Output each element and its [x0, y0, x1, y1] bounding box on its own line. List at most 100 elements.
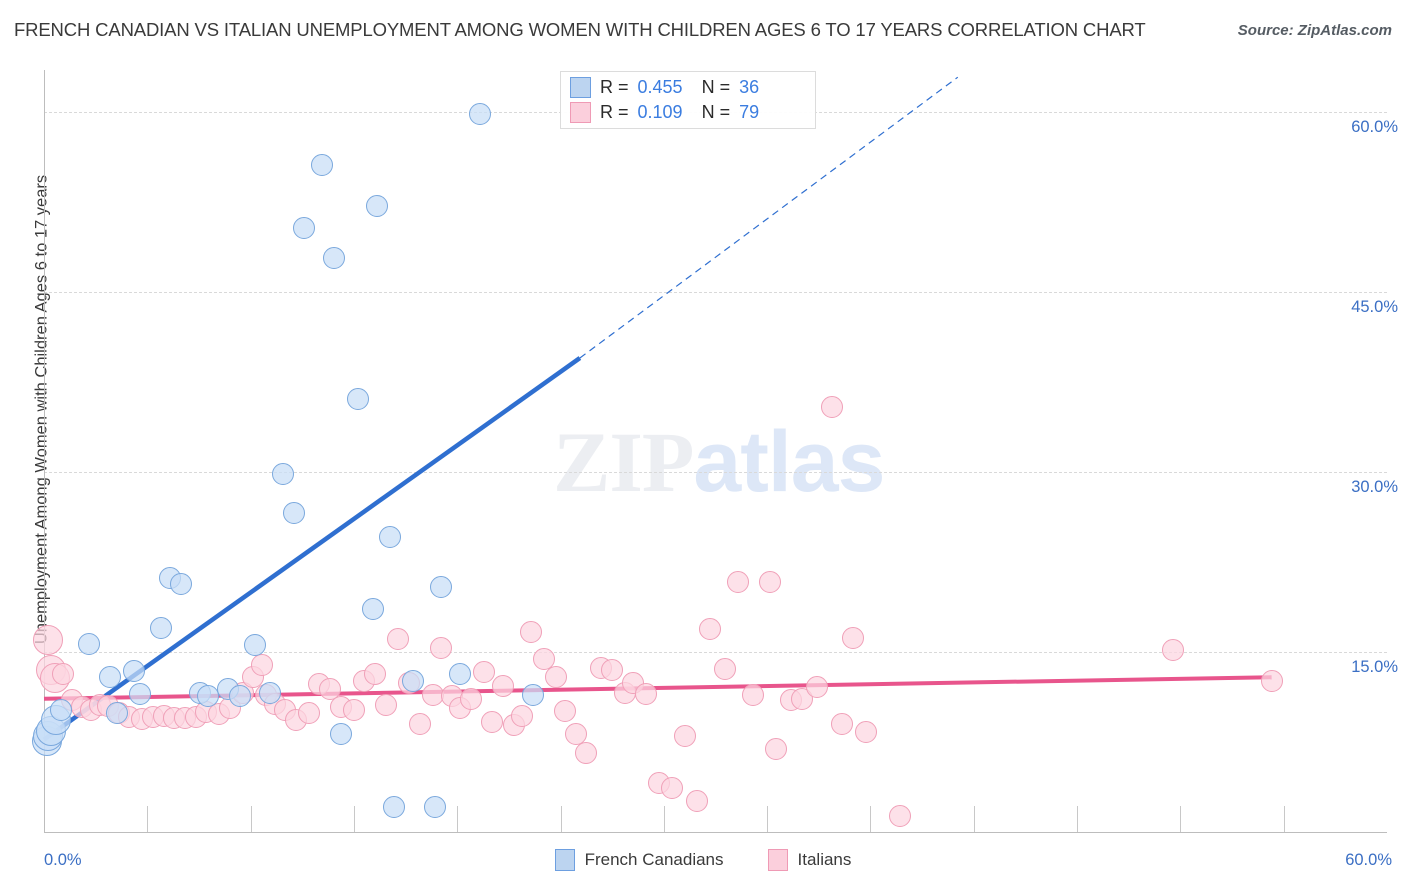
- data-point: [319, 678, 342, 701]
- data-point: [430, 637, 453, 660]
- data-point: [99, 666, 122, 689]
- data-point: [297, 702, 320, 725]
- gridline: [44, 652, 1387, 653]
- data-point: [460, 687, 482, 710]
- data-point: [673, 725, 696, 747]
- legend-label-italians: Italians: [797, 850, 852, 869]
- page-title: FRENCH CANADIAN VS ITALIAN UNEMPLOYMENT …: [14, 19, 1146, 40]
- data-point: [402, 669, 425, 692]
- x-axis-line: [44, 832, 1387, 833]
- x-axis-tick: [353, 806, 355, 832]
- data-point: [329, 722, 352, 745]
- data-point: [346, 387, 369, 410]
- legend-r-label-pink: R =: [600, 102, 629, 122]
- data-point: [492, 674, 515, 697]
- data-point: [387, 627, 410, 650]
- x-axis-tick: [250, 806, 252, 832]
- x-axis-tick: [1283, 806, 1285, 832]
- y-axis-tick-label: 45.0%: [1351, 298, 1398, 316]
- data-point: [660, 776, 683, 799]
- data-point: [366, 194, 389, 217]
- data-point: [699, 618, 722, 641]
- legend-swatch-pink: [570, 102, 591, 123]
- data-point: [244, 633, 267, 656]
- data-point: [553, 699, 576, 722]
- data-point: [889, 805, 912, 828]
- legend-n-label-blue: N =: [701, 77, 731, 97]
- data-point: [50, 698, 73, 721]
- data-point: [169, 572, 192, 595]
- data-point: [449, 662, 472, 685]
- data-point: [122, 660, 145, 683]
- data-point: [600, 659, 623, 681]
- x-axis-tick: [767, 806, 769, 832]
- data-point: [842, 626, 865, 649]
- data-point: [532, 648, 555, 671]
- x-axis-tick: [870, 806, 872, 832]
- legend-item-italians[interactable]: Italians: [767, 849, 852, 871]
- data-point: [1260, 669, 1283, 692]
- data-point: [545, 666, 568, 689]
- legend-label-french-canadians: French Canadians: [584, 850, 724, 869]
- data-point: [272, 463, 295, 486]
- y-axis-tick-label: 15.0%: [1351, 658, 1398, 676]
- data-point: [741, 684, 764, 707]
- legend-item-french-canadians[interactable]: French Canadians: [554, 849, 724, 871]
- data-point: [408, 713, 431, 735]
- x-axis-tick: [1077, 806, 1079, 832]
- data-point: [430, 576, 453, 599]
- legend-r-label-blue: R =: [600, 77, 629, 97]
- y-axis-tick-label: 60.0%: [1351, 118, 1398, 136]
- legend-n-value-blue: 36: [739, 77, 760, 97]
- legend-row-italians: R = 0.109 N = 79: [570, 100, 759, 125]
- data-point: [686, 789, 709, 812]
- x-axis-tick: [1180, 806, 1182, 832]
- x-axis-tick: [973, 806, 975, 832]
- series-legend: French Canadians Italians: [0, 849, 1406, 871]
- data-point: [511, 704, 534, 727]
- data-point: [765, 738, 788, 761]
- data-point: [831, 713, 854, 735]
- scatter-plot-area: [32, 70, 1325, 832]
- data-point: [423, 795, 446, 818]
- data-point: [33, 625, 64, 655]
- legend-n-label-pink: N =: [701, 102, 731, 122]
- legend-swatch-french-canadians: [554, 849, 575, 871]
- x-axis-label-max: 60.0%: [1345, 851, 1392, 869]
- data-point: [77, 632, 100, 655]
- correlation-legend: R = 0.455 N = 36 R = 0.109 N = 79: [560, 71, 816, 129]
- data-point: [361, 597, 384, 620]
- data-point: [250, 654, 273, 677]
- data-point: [150, 617, 173, 639]
- x-axis-tick: [663, 806, 665, 832]
- legend-row-french-canadians: R = 0.455 N = 36: [570, 75, 759, 100]
- x-axis-tick: [560, 806, 562, 832]
- data-point: [323, 247, 346, 270]
- legend-r-value-pink: 0.109: [637, 102, 683, 122]
- data-point: [820, 396, 843, 419]
- data-point: [282, 501, 305, 524]
- data-point: [1162, 638, 1185, 661]
- legend-swatch-italians: [767, 849, 788, 871]
- x-axis-tick: [457, 806, 459, 832]
- legend-swatch-blue: [570, 77, 591, 98]
- data-point: [714, 657, 737, 680]
- data-point: [293, 217, 316, 240]
- data-point: [726, 571, 749, 594]
- data-point: [758, 571, 781, 594]
- data-point: [342, 698, 365, 721]
- data-point: [519, 620, 542, 643]
- data-point: [129, 683, 152, 705]
- data-point: [575, 741, 598, 764]
- data-point: [468, 103, 491, 126]
- source-label: Source: ZipAtlas.com: [1237, 22, 1392, 39]
- data-point: [383, 795, 406, 818]
- data-point: [805, 675, 828, 698]
- legend-n-value-pink: 79: [739, 102, 760, 122]
- data-point: [259, 681, 282, 704]
- data-point: [481, 710, 504, 733]
- data-point: [363, 662, 386, 685]
- data-point: [521, 684, 544, 707]
- data-point: [374, 693, 397, 716]
- data-point: [472, 661, 495, 684]
